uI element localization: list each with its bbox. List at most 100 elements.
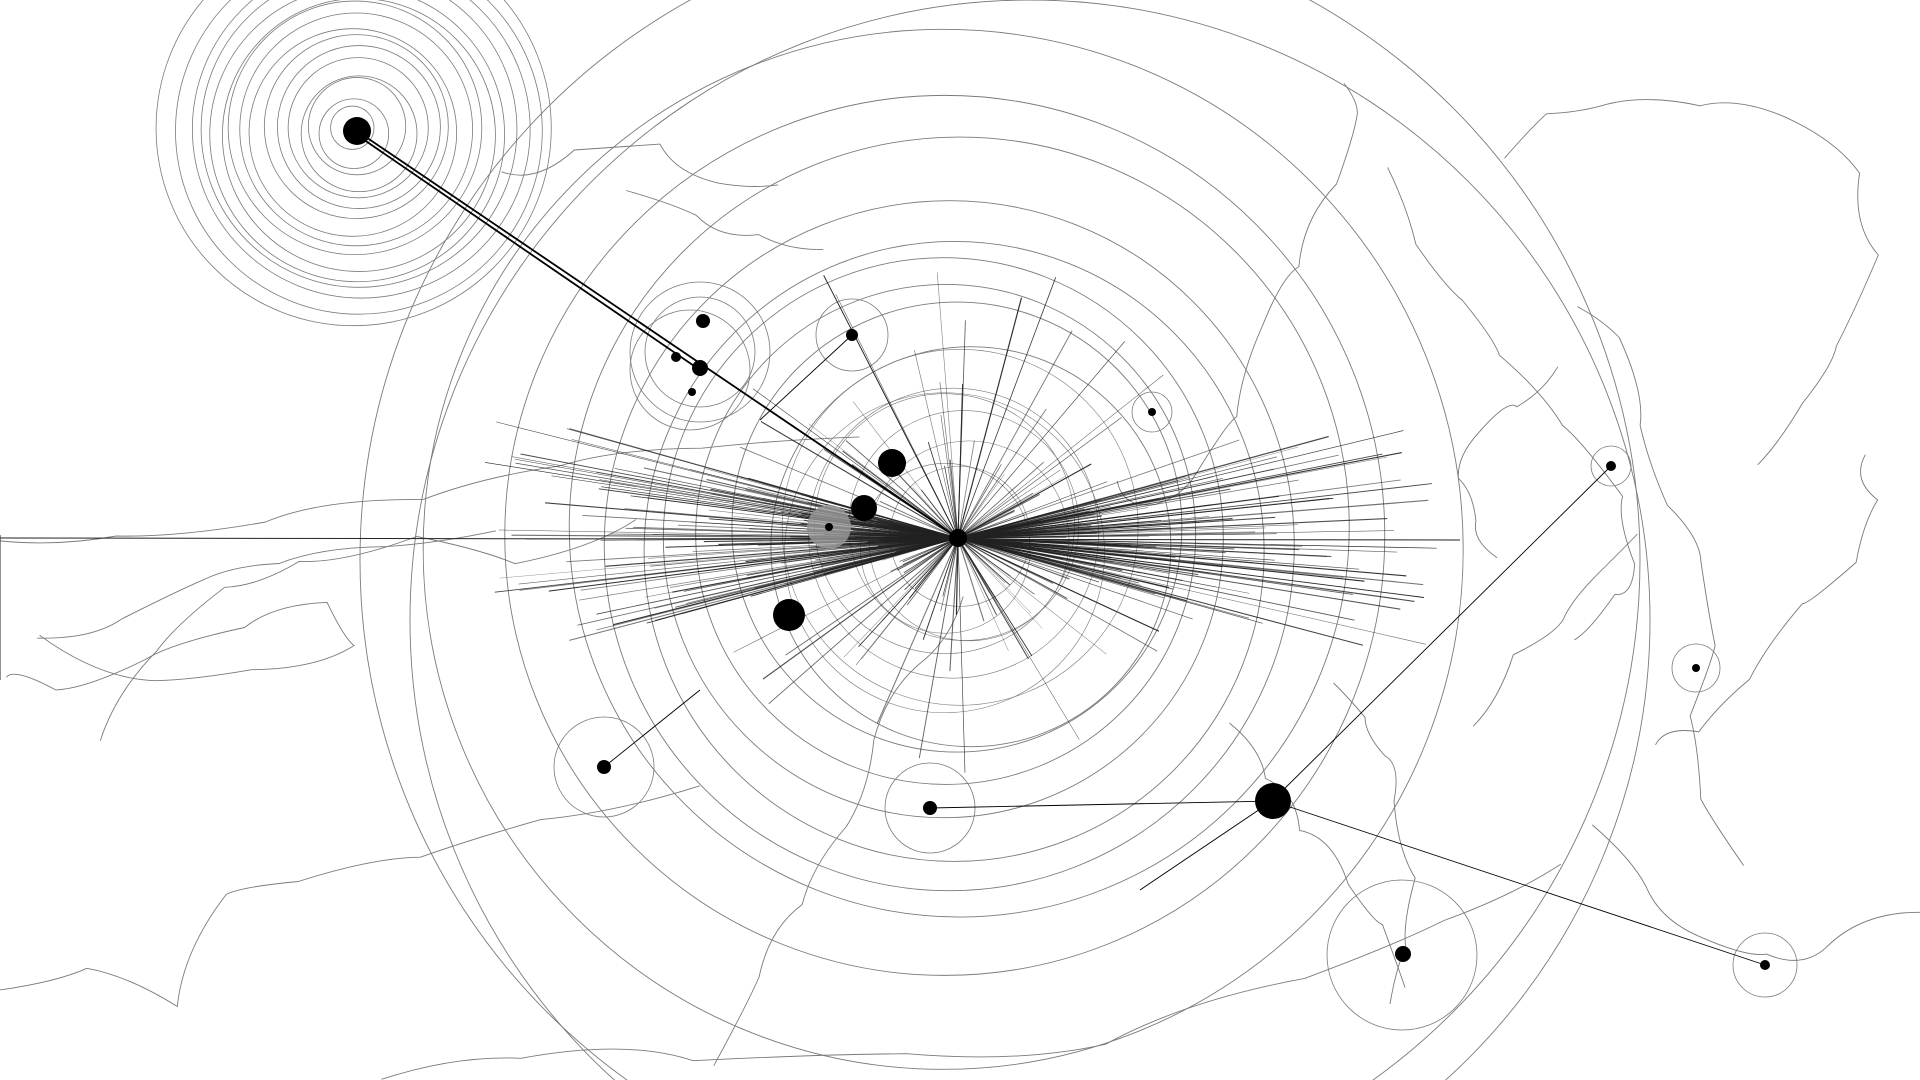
radiating-line <box>821 537 959 566</box>
radiating-line <box>842 450 959 539</box>
radiating-line <box>861 537 959 660</box>
radiating-line <box>940 414 959 539</box>
radiating-line <box>957 518 1233 539</box>
radiating-line <box>957 341 1126 539</box>
radiating-line <box>682 537 959 615</box>
node-halo-ring <box>1131 391 1173 433</box>
radiating-line <box>957 508 1085 539</box>
horizontal-baseline <box>0 537 1461 541</box>
concentric-rings-layer <box>155 0 1798 1080</box>
top-left-ring <box>175 0 543 315</box>
cluster-ring <box>629 309 751 431</box>
radiating-line <box>957 530 1394 539</box>
node-halo-ring <box>553 716 655 818</box>
radiating-line <box>957 439 1240 539</box>
radiating-line <box>957 537 1032 614</box>
connector-line <box>759 334 853 421</box>
radiating-line <box>906 537 959 606</box>
radiating-line <box>957 537 1068 599</box>
wander-path <box>99 519 637 741</box>
top-left-ring <box>222 0 496 272</box>
radiating-line <box>484 462 959 539</box>
top-left-ring <box>248 28 458 237</box>
hub-ring <box>695 283 1197 785</box>
node-dot <box>825 523 833 531</box>
wander-path <box>1472 533 1638 727</box>
connector-line <box>1271 800 1766 966</box>
node-halo-ring <box>1671 643 1721 693</box>
wander-path <box>1655 454 1879 746</box>
top-left-ring <box>192 0 531 299</box>
radiating-line <box>957 537 1174 590</box>
radiating-line <box>921 489 959 539</box>
radiating-line <box>957 537 1364 646</box>
radiating-line <box>912 487 959 539</box>
wander-path <box>1333 682 1416 1004</box>
wander-path <box>1229 722 1406 988</box>
radiating-line <box>957 537 1170 574</box>
radiating-line <box>957 330 1073 539</box>
radiating-line <box>511 534 959 539</box>
radiating-line <box>897 530 959 539</box>
radiating-line <box>957 537 1009 651</box>
radiating-line <box>879 500 959 539</box>
radiating-line <box>957 492 1034 539</box>
node-dot <box>1395 946 1411 962</box>
node-dot <box>1760 960 1770 970</box>
node-dot <box>773 599 805 631</box>
radiating-line <box>768 537 959 705</box>
radiating-line <box>545 502 959 539</box>
radiating-line <box>957 513 1095 539</box>
radiating-line <box>957 516 1210 539</box>
cluster-ring <box>629 281 771 423</box>
radiating-line <box>957 481 1108 539</box>
radiating-line <box>515 462 959 539</box>
radiating-line <box>957 417 1122 539</box>
outer-arc-ring <box>359 0 1641 1080</box>
radiating-line <box>957 537 990 594</box>
node-dot <box>343 117 371 145</box>
radiating-line <box>957 456 1277 539</box>
radiating-line <box>918 537 959 759</box>
wander-paths-layer <box>0 83 1920 1080</box>
radiating-line <box>957 537 1401 610</box>
wander-path <box>501 143 779 187</box>
radiating-line <box>614 468 959 539</box>
top-left-ring <box>318 98 390 169</box>
node-dot <box>846 329 858 341</box>
wander-path <box>1504 99 1879 466</box>
radiating-line <box>669 537 959 588</box>
radiating-line <box>957 537 1054 584</box>
radiating-line <box>957 518 1388 539</box>
radiating-line <box>752 388 959 539</box>
radiating-lines-layer <box>0 272 1461 773</box>
top-left-ring <box>209 0 505 283</box>
node-dot <box>696 314 710 328</box>
radiating-line <box>957 440 975 539</box>
top-left-ring <box>300 75 418 193</box>
radiating-line <box>957 537 1415 602</box>
wander-path <box>1457 366 1559 559</box>
node-dot <box>688 388 696 396</box>
radiating-line <box>957 454 1339 539</box>
wander-path <box>0 436 860 544</box>
radiating-line <box>498 529 959 539</box>
hub-ring <box>568 136 1350 918</box>
radiating-line <box>760 421 959 539</box>
radiating-line <box>957 509 1015 539</box>
hub-ring <box>422 28 1464 1070</box>
radiating-line <box>944 465 959 539</box>
radiating-line <box>754 509 959 539</box>
radiating-line <box>895 471 959 539</box>
radiating-line <box>922 537 959 640</box>
node-dot <box>671 352 681 362</box>
radiating-line <box>762 537 959 680</box>
radiating-line <box>843 537 959 658</box>
connector-lines-layer <box>356 130 1766 966</box>
radiating-line <box>957 537 1035 595</box>
wander-path <box>37 530 496 639</box>
radiating-line <box>957 521 1017 539</box>
cluster-ring <box>644 296 756 408</box>
radiating-line <box>957 537 1223 568</box>
radiating-line <box>957 537 1033 657</box>
